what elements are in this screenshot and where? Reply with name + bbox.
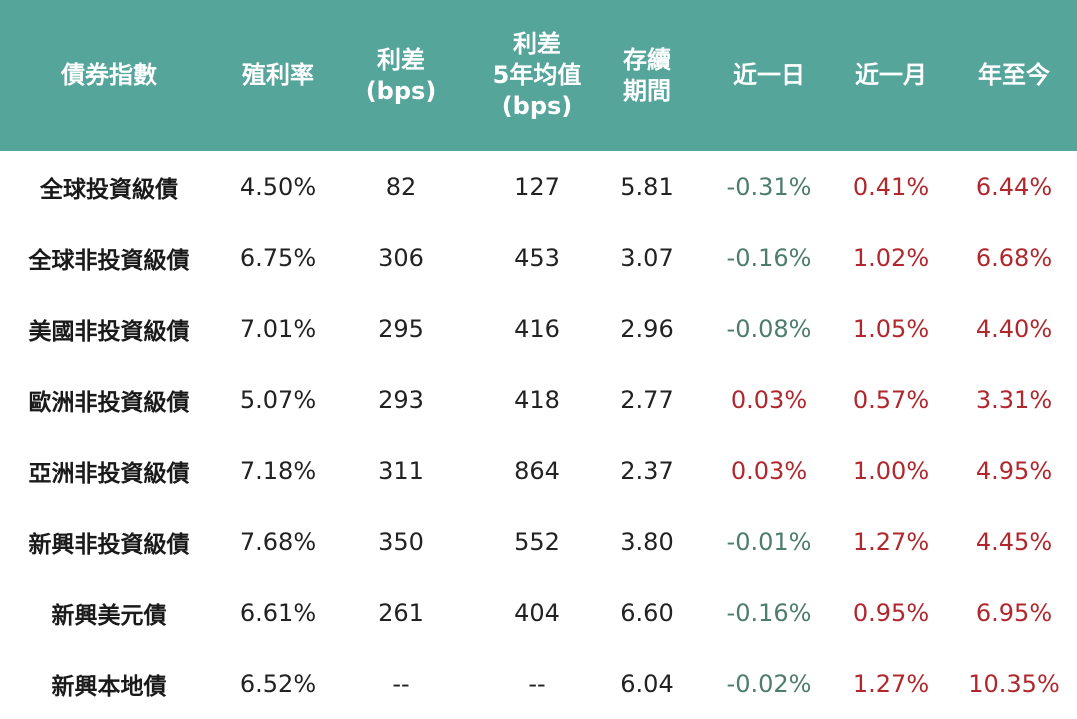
yield-cell: 5.07% <box>239 385 317 414</box>
duration-cell: 5.81 <box>620 172 674 201</box>
return-ytd-cell: 4.45% <box>975 527 1053 556</box>
spread-5yr-avg-cell: 416 <box>514 314 560 343</box>
header-spread: 利差 (bps) <box>365 45 437 105</box>
duration-cell: 2.96 <box>620 314 674 343</box>
return-1-month-cell: 1.02% <box>852 243 930 272</box>
header-duration: 存續 期間 <box>623 45 671 105</box>
duration-cell: 6.04 <box>620 669 674 698</box>
spread-5yr-avg-cell: 864 <box>514 456 560 485</box>
table-row: 全球非投資級債 6.75% 306 453 3.07 -0.16% 1.02% 6.68% <box>0 222 1077 293</box>
header-spread-5yr-avg: 利差 5年均值 (bps) <box>492 30 582 120</box>
spread-cell: 311 <box>378 456 424 485</box>
return-ytd-cell: 6.95% <box>975 598 1053 627</box>
spread-5yr-avg-cell: 127 <box>514 172 560 201</box>
header-1-month: 近一月 <box>855 61 927 89</box>
return-1-day-cell: 0.03% <box>730 385 808 414</box>
return-1-day-cell: -0.01% <box>726 527 812 556</box>
return-ytd-cell: 3.31% <box>975 385 1053 414</box>
return-1-day-cell: 0.03% <box>730 456 808 485</box>
table-row: 美國非投資級債 7.01% 295 416 2.96 -0.08% 1.05% 4.40% <box>0 293 1077 364</box>
table-row: 新興本地債 6.52% -- -- 6.04 -0.02% 1.27% 10.35% <box>0 648 1077 719</box>
spread-5yr-avg-cell: 404 <box>514 598 560 627</box>
spread-cell: 261 <box>378 598 424 627</box>
duration-cell: 2.37 <box>620 456 674 485</box>
return-ytd-cell: 10.35% <box>968 669 1060 698</box>
spread-5yr-avg-cell: 453 <box>514 243 560 272</box>
return-1-month-cell: 1.05% <box>852 314 930 343</box>
header-yield: 殖利率 <box>242 61 314 89</box>
return-1-day-cell: -0.16% <box>726 598 812 627</box>
spread-cell: -- <box>392 669 410 698</box>
return-1-month-cell: 1.00% <box>852 456 930 485</box>
yield-cell: 6.75% <box>239 243 317 272</box>
spread-cell: 350 <box>378 527 424 556</box>
duration-cell: 2.77 <box>620 385 674 414</box>
table-row: 全球投資級債 4.50% 82 127 5.81 -0.31% 0.41% 6.44% <box>0 151 1077 222</box>
bond-name-cell: 全球非投資級債 <box>28 247 190 274</box>
spread-cell: 293 <box>378 385 424 414</box>
bond-name-cell: 歐洲非投資級債 <box>28 389 190 416</box>
return-1-day-cell: -0.16% <box>726 243 812 272</box>
spread-5yr-avg-cell: 552 <box>514 527 560 556</box>
spread-cell: 82 <box>385 172 417 201</box>
table-row: 新興美元債 6.61% 261 404 6.60 -0.16% 0.95% 6.95% <box>0 577 1077 648</box>
spread-5yr-avg-cell: -- <box>528 669 546 698</box>
yield-cell: 4.50% <box>239 172 317 201</box>
table-row: 歐洲非投資級債 5.07% 293 418 2.77 0.03% 0.57% 3.31% <box>0 364 1077 435</box>
return-ytd-cell: 6.44% <box>975 172 1053 201</box>
yield-cell: 7.18% <box>239 456 317 485</box>
bond-name-cell: 全球投資級債 <box>40 176 178 203</box>
spread-cell: 295 <box>378 314 424 343</box>
return-1-month-cell: 1.27% <box>852 527 930 556</box>
return-1-day-cell: -0.02% <box>726 669 812 698</box>
return-1-month-cell: 0.95% <box>852 598 930 627</box>
header-bond-index: 債券指數 <box>61 61 157 89</box>
yield-cell: 6.61% <box>239 598 317 627</box>
yield-cell: 6.52% <box>239 669 317 698</box>
return-ytd-cell: 4.40% <box>975 314 1053 343</box>
bond-name-cell: 新興非投資級債 <box>28 531 190 558</box>
table-row: 新興非投資級債 7.68% 350 552 3.80 -0.01% 1.27% 4.45% <box>0 506 1077 577</box>
duration-cell: 3.07 <box>620 243 674 272</box>
yield-cell: 7.68% <box>239 527 317 556</box>
bond-name-cell: 新興美元債 <box>51 602 167 629</box>
return-1-month-cell: 0.41% <box>852 172 930 201</box>
return-1-month-cell: 0.57% <box>852 385 930 414</box>
return-1-day-cell: -0.08% <box>726 314 812 343</box>
yield-cell: 7.01% <box>239 314 317 343</box>
spread-5yr-avg-cell: 418 <box>514 385 560 414</box>
table-header: 債券指數 殖利率 利差 (bps) 利差 5年均值 (bps) 存續 期間 近一… <box>0 0 1077 151</box>
return-1-month-cell: 1.27% <box>852 669 930 698</box>
bond-name-cell: 新興本地債 <box>51 673 167 700</box>
header-ytd: 年至今 <box>978 61 1050 89</box>
return-ytd-cell: 6.68% <box>975 243 1053 272</box>
bond-name-cell: 美國非投資級債 <box>28 318 190 345</box>
return-1-day-cell: -0.31% <box>726 172 812 201</box>
spread-cell: 306 <box>378 243 424 272</box>
header-1-day: 近一日 <box>733 61 805 89</box>
duration-cell: 6.60 <box>620 598 674 627</box>
return-ytd-cell: 4.95% <box>975 456 1053 485</box>
duration-cell: 3.80 <box>620 527 674 556</box>
table-row: 亞洲非投資級債 7.18% 311 864 2.37 0.03% 1.00% 4.95% <box>0 435 1077 506</box>
bond-name-cell: 亞洲非投資級債 <box>28 460 190 487</box>
